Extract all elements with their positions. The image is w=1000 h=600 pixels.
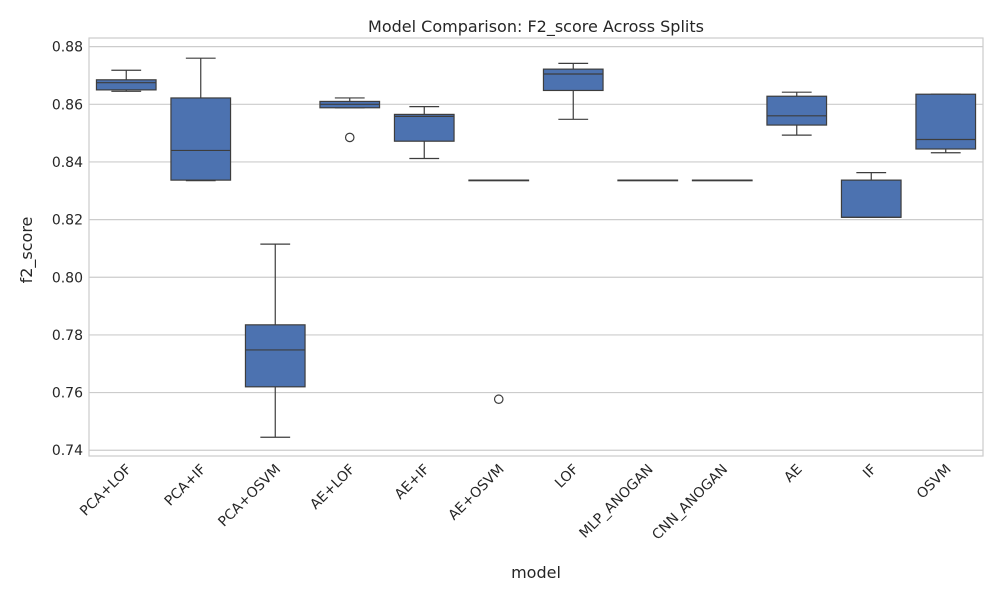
grid-lines xyxy=(89,46,983,451)
y-tick-label: 0.88 xyxy=(52,40,83,56)
y-tick-label: 0.76 xyxy=(52,386,83,402)
y-tick-label: 0.84 xyxy=(52,155,83,171)
x-tick-label: AE+OSVM xyxy=(446,462,508,524)
x-tick-labels: PCA+LOF PCA+IF PCA+OSVM AE+LOF AE+IF AE+OSVM L… xyxy=(77,462,954,544)
x-tick-label: MLP_ANOGAN xyxy=(576,462,656,542)
iqr-box xyxy=(95,79,157,91)
box-mlp-anogan xyxy=(617,179,679,182)
iqr-box xyxy=(393,113,455,142)
x-tick-label: PCA+LOF xyxy=(77,462,135,520)
y-axis-label: f2_score xyxy=(17,217,37,284)
x-tick-label: LOF xyxy=(552,462,582,492)
outlier-point xyxy=(493,394,504,405)
box-pca-if xyxy=(170,57,232,182)
box-osvm xyxy=(915,93,977,154)
box-series xyxy=(95,57,977,438)
x-tick-label: OSVM xyxy=(914,462,955,503)
chart-title: Model Comparison: F2_score Across Splits xyxy=(368,17,704,37)
y-tick-labels: 0.74 0.76 0.78 0.80 0.82 0.84 0.86 0.88 xyxy=(52,40,83,460)
plot-frame xyxy=(88,37,984,457)
iqr-box xyxy=(542,68,604,92)
y-tick-label: 0.74 xyxy=(52,443,83,459)
box-lof xyxy=(542,62,604,120)
iqr-box xyxy=(766,95,828,126)
x-axis-label: model xyxy=(511,563,561,582)
y-tick-label: 0.82 xyxy=(52,213,83,229)
iqr-box xyxy=(244,324,306,388)
outlier-point xyxy=(344,132,355,143)
box-pca-lof xyxy=(95,69,157,92)
box-if xyxy=(840,172,902,218)
box-ae-lof xyxy=(319,97,381,143)
x-tick-label: PCA+IF xyxy=(162,462,210,510)
x-tick-label: AE+LOF xyxy=(307,462,358,513)
box-ae-if xyxy=(393,106,455,160)
y-tick-label: 0.86 xyxy=(52,97,83,113)
x-tick-label: AE xyxy=(781,462,805,486)
x-tick-label: PCA+OSVM xyxy=(215,462,284,531)
box-pca-osvm xyxy=(244,243,306,438)
x-tick-label: IF xyxy=(860,462,880,482)
iqr-box xyxy=(840,179,902,218)
box-ae xyxy=(766,91,828,136)
plot-background xyxy=(89,38,983,456)
box-cnn-anogan xyxy=(691,179,753,182)
x-tick-label: CNN_ANOGAN xyxy=(649,462,731,544)
iqr-box xyxy=(170,97,232,181)
x-tick-label: AE+IF xyxy=(392,462,433,503)
y-tick-label: 0.78 xyxy=(52,328,83,344)
y-tick-label: 0.80 xyxy=(52,270,83,286)
box-ae-osvm xyxy=(468,179,530,405)
iqr-box xyxy=(915,93,977,150)
